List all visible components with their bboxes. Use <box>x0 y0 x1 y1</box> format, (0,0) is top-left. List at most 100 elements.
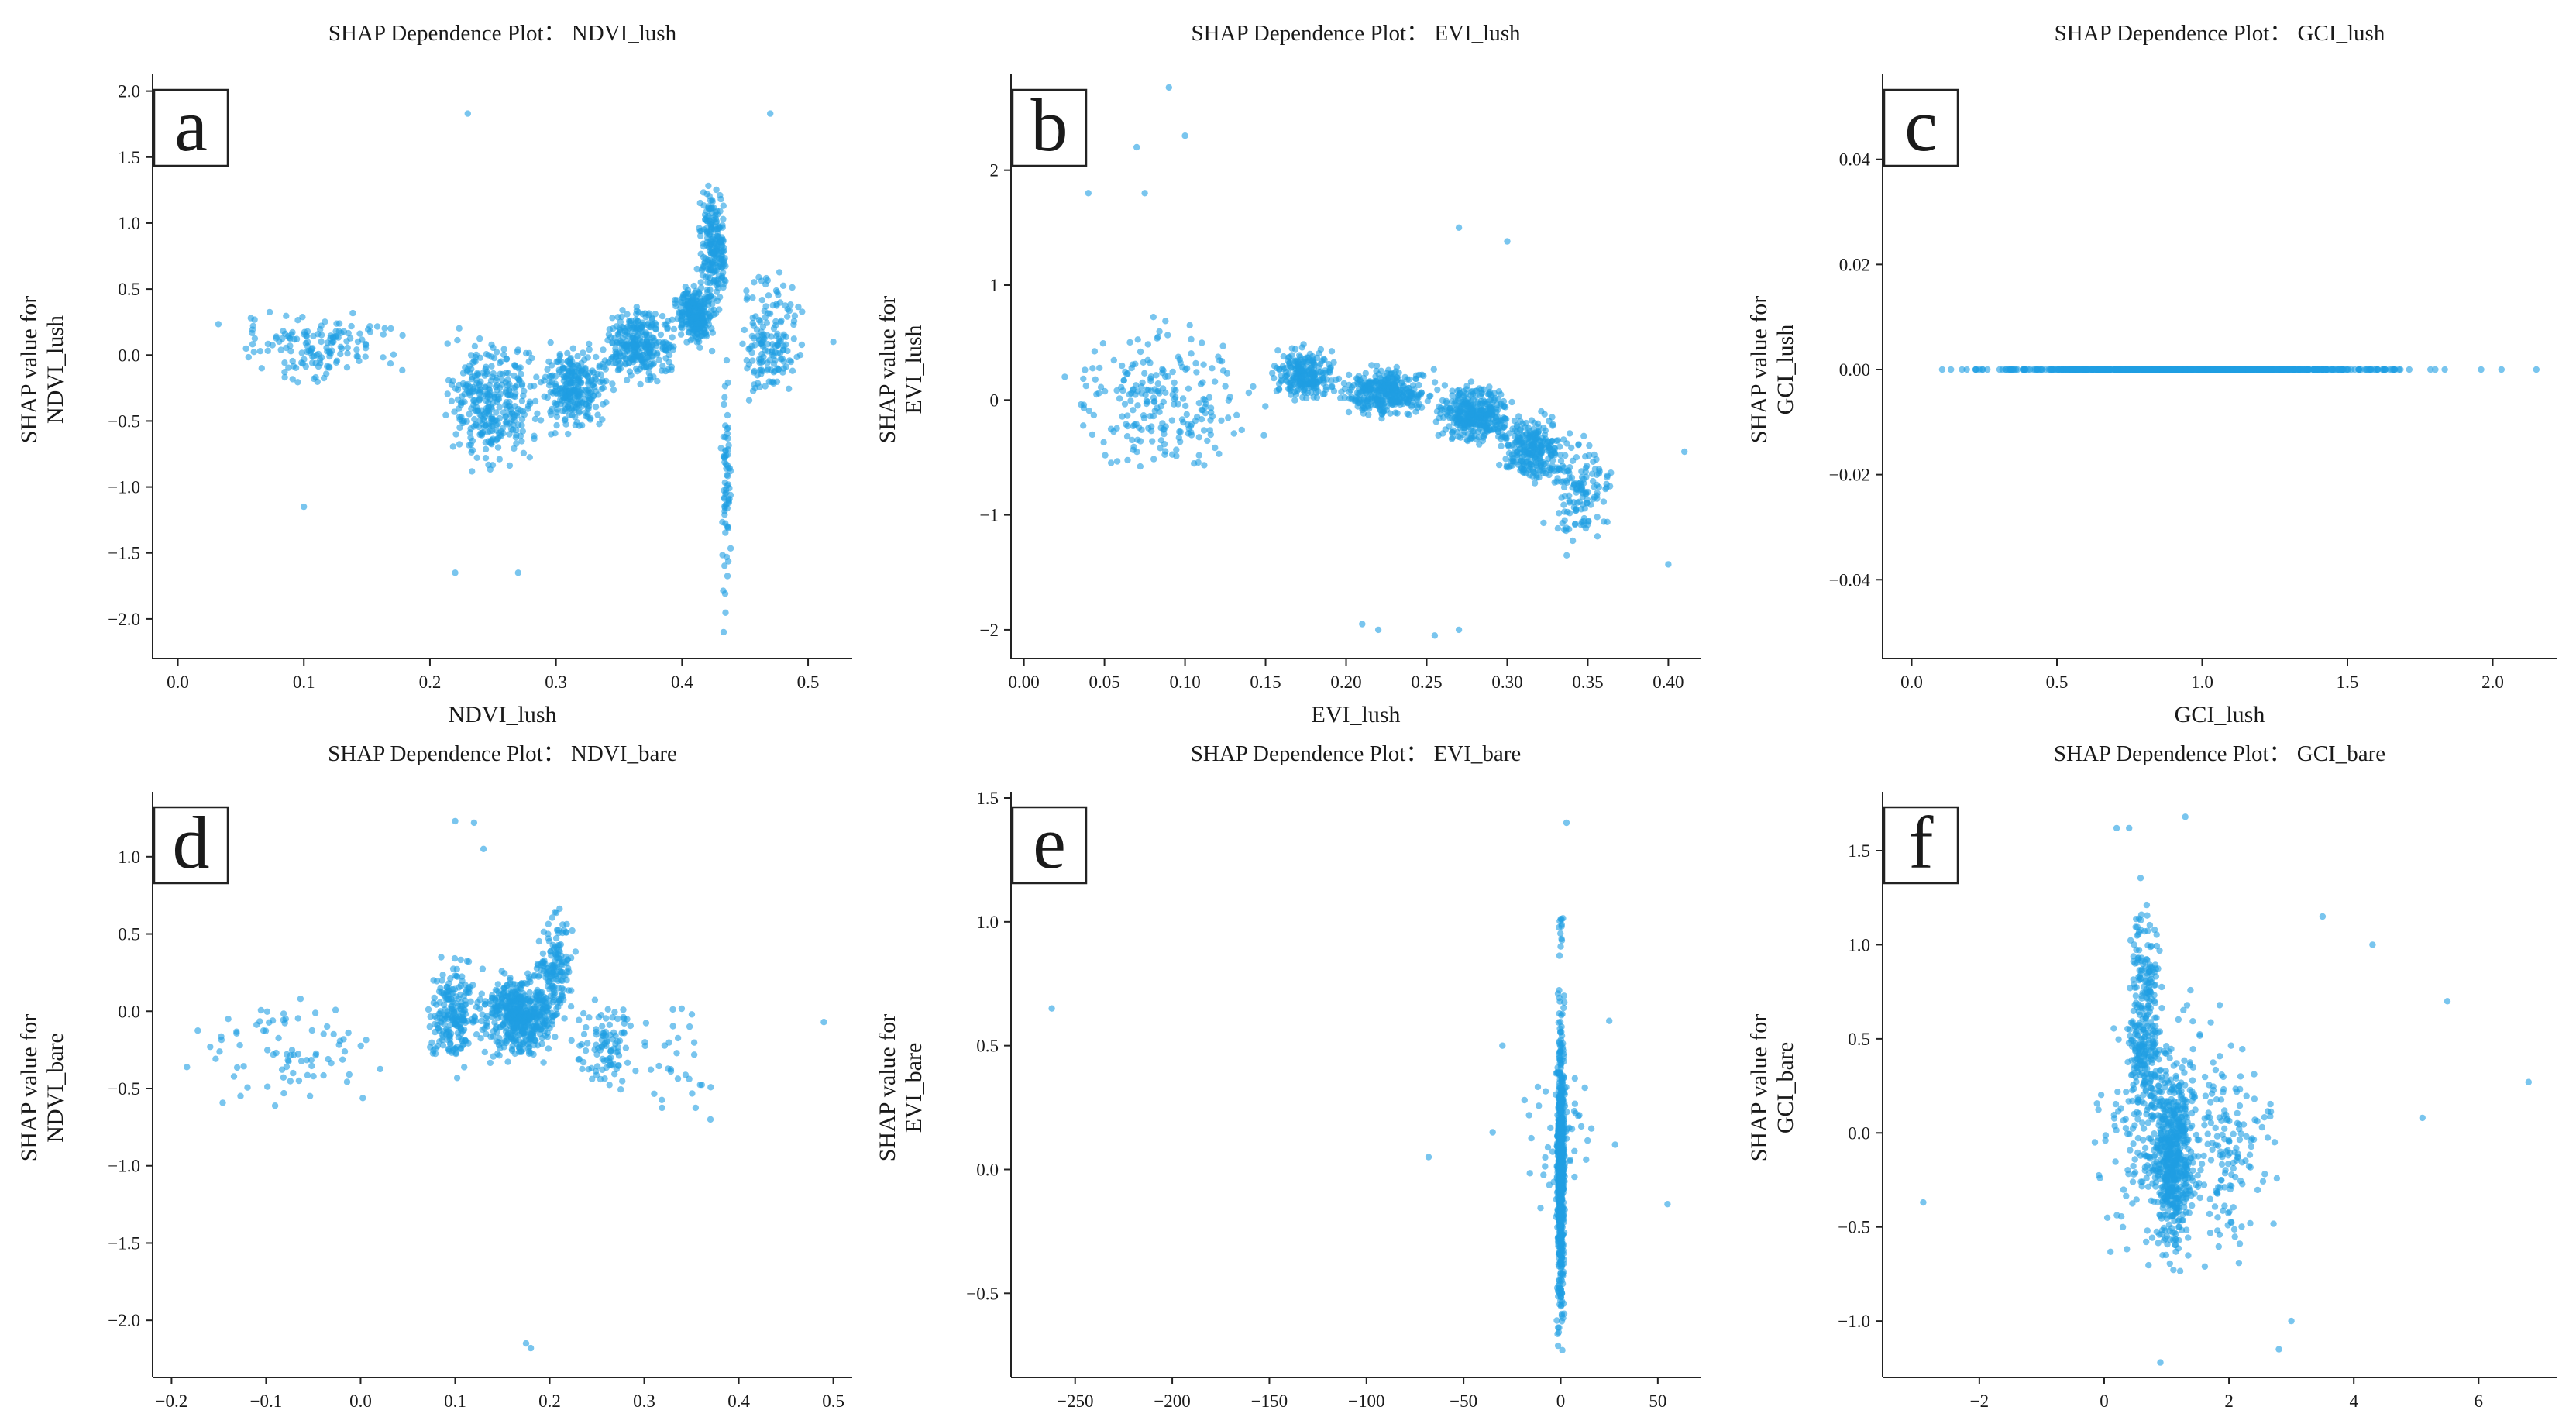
data-point <box>724 504 731 512</box>
data-point <box>830 339 837 346</box>
data-point <box>634 351 641 358</box>
data-point <box>1433 408 1441 415</box>
data-point <box>1537 462 1544 469</box>
data-point <box>1173 452 1180 459</box>
data-point <box>582 387 589 394</box>
data-point <box>443 983 450 991</box>
data-point <box>710 258 717 266</box>
data-point <box>1271 374 1278 382</box>
data-point <box>467 425 474 432</box>
data-point <box>2292 366 2299 373</box>
data-point <box>1296 352 1303 359</box>
data-point <box>569 345 576 352</box>
data-point <box>626 368 634 375</box>
data-point <box>617 318 624 325</box>
data-point <box>1092 376 1099 383</box>
data-point <box>1393 399 1400 406</box>
data-point <box>1195 400 1203 407</box>
data-point <box>490 344 497 351</box>
data-point <box>316 356 324 363</box>
data-point <box>496 456 503 463</box>
data-point <box>1192 417 1199 425</box>
data-point <box>552 430 559 437</box>
data-point <box>1101 387 1109 395</box>
data-point <box>569 366 576 373</box>
data-point <box>2189 366 2197 373</box>
data-point <box>574 362 582 370</box>
data-point <box>576 375 583 382</box>
data-point <box>466 383 473 390</box>
data-point <box>1443 397 1450 404</box>
data-point <box>449 1047 457 1054</box>
data-point <box>1346 395 1353 402</box>
data-point <box>1526 460 1533 468</box>
data-point <box>294 1051 302 1058</box>
data-point <box>2034 366 2041 373</box>
data-point <box>2151 366 2158 373</box>
data-point <box>1147 387 1155 394</box>
data-point <box>454 336 461 344</box>
data-point <box>720 453 727 461</box>
data-point <box>1481 423 1488 430</box>
data-point <box>762 383 769 390</box>
data-point <box>2216 366 2223 373</box>
panel-letter-box <box>153 88 229 167</box>
data-point <box>1085 408 1093 414</box>
data-point <box>597 378 604 386</box>
data-point <box>764 332 771 339</box>
data-point <box>242 345 249 353</box>
data-point <box>1418 389 1425 396</box>
data-point <box>1179 363 1186 371</box>
data-point <box>624 311 631 318</box>
data-point <box>1132 391 1139 398</box>
y-tick-label: −1.0 <box>108 478 140 497</box>
data-point <box>1183 411 1191 418</box>
data-point <box>2272 366 2279 373</box>
data-point <box>432 1020 439 1028</box>
data-point <box>1160 367 1167 374</box>
data-point <box>1367 386 1374 393</box>
y-tick-label: 1.0 <box>118 848 140 867</box>
data-point <box>467 998 474 1006</box>
data-point <box>2182 366 2189 373</box>
data-point <box>1179 395 1187 402</box>
x-tick-label: 1.5 <box>2337 672 2359 692</box>
data-point <box>762 280 769 288</box>
data-point <box>218 1037 225 1044</box>
x-tick-label: 0.1 <box>444 1391 466 1411</box>
data-point <box>285 364 292 371</box>
data-point <box>749 357 756 364</box>
data-point <box>652 325 659 333</box>
data-point <box>478 407 485 414</box>
data-point <box>579 421 586 429</box>
data-point <box>1216 357 1223 364</box>
data-point <box>1147 359 1154 366</box>
data-point <box>1100 439 1107 446</box>
data-point <box>683 305 690 312</box>
data-point <box>716 294 724 301</box>
data-point <box>1526 472 1533 479</box>
data-point <box>1366 379 1373 386</box>
data-point <box>390 351 397 358</box>
data-point <box>359 1095 366 1102</box>
data-point <box>2099 366 2107 373</box>
data-point <box>562 401 569 408</box>
data-point <box>1516 446 1523 453</box>
x-tick-label: 0.4 <box>671 672 693 692</box>
data-point <box>645 370 652 377</box>
data-point <box>194 1027 201 1034</box>
data-point <box>1309 368 1316 376</box>
data-point <box>572 387 579 394</box>
data-point <box>298 349 305 356</box>
data-point <box>2244 366 2252 373</box>
data-point <box>513 440 520 447</box>
panel-title: SHAP Dependence Plot： NDVI_lush <box>328 21 677 46</box>
data-point <box>1594 514 1601 521</box>
data-point <box>1412 408 1419 415</box>
y-tick-label: 1.0 <box>118 214 140 233</box>
data-point <box>724 558 732 565</box>
data-point <box>721 459 728 466</box>
data-point <box>1587 501 1594 508</box>
data-point <box>500 346 507 353</box>
data-point <box>1573 454 1580 461</box>
